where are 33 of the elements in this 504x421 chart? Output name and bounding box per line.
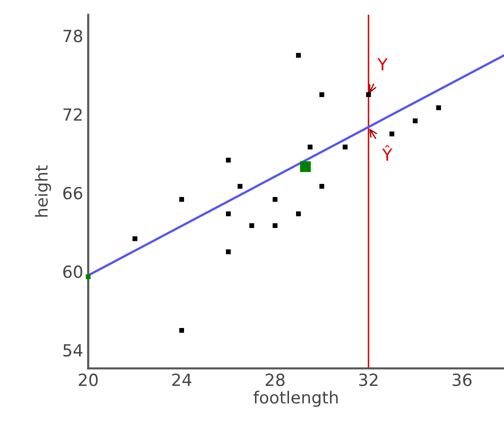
annotation: Y	[377, 58, 388, 70]
point	[319, 92, 324, 98]
point	[272, 223, 278, 228]
point	[238, 184, 242, 189]
y-tick-label: 66	[63, 186, 82, 200]
y-tick-label: 54	[63, 344, 82, 357]
x-tick-label: 20	[78, 374, 98, 386]
annotation: Ŷ	[382, 145, 392, 161]
point	[226, 249, 231, 254]
point	[366, 92, 371, 98]
point	[342, 144, 348, 150]
y-tick-label: 78	[64, 30, 82, 42]
point	[226, 211, 231, 216]
point	[179, 328, 184, 333]
point	[308, 144, 313, 150]
point	[296, 52, 301, 58]
y-tick-label: 72	[64, 108, 82, 121]
x-tick-label: 32	[359, 374, 378, 386]
point	[249, 223, 254, 228]
x-tick-label: 28	[266, 374, 285, 386]
x-tick-label: 24	[172, 374, 192, 386]
point	[296, 211, 301, 216]
y-axis-title: height	[34, 165, 52, 217]
x-axis-title: footlength	[254, 390, 338, 407]
point	[132, 236, 138, 242]
point	[436, 105, 441, 110]
y-tick-label: 60	[63, 265, 82, 278]
point	[389, 132, 394, 136]
point	[300, 161, 311, 172]
point	[226, 158, 231, 163]
x-tick-label: 36	[452, 374, 472, 386]
point	[179, 197, 184, 202]
point	[272, 197, 278, 202]
